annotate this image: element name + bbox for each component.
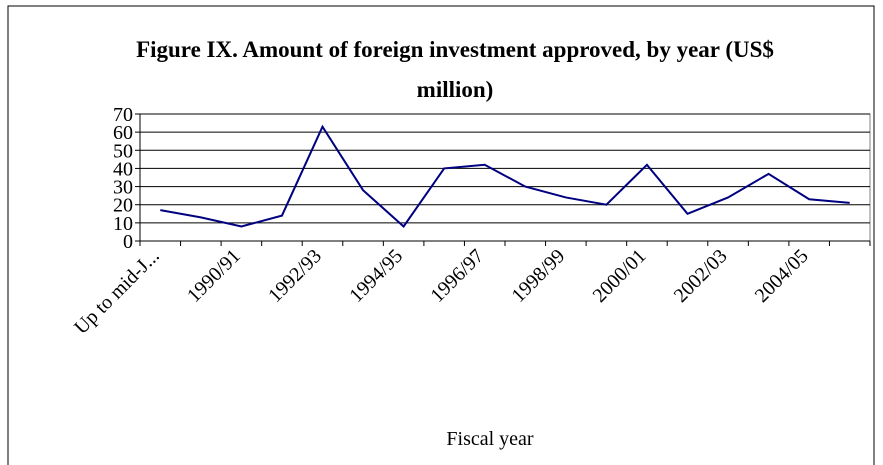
y-tick-label: 10	[113, 213, 133, 235]
y-tick-label: 20	[113, 195, 133, 217]
y-tick-label: 50	[113, 140, 133, 162]
plot-area	[139, 113, 871, 242]
y-tick-label: 30	[113, 177, 133, 199]
x-axis-title: Fiscal year	[446, 428, 534, 450]
chart-title: Figure IX. Amount of foreign investment …	[136, 37, 774, 102]
y-tick-label: 70	[113, 104, 133, 126]
y-tick-label: 0	[123, 231, 133, 253]
data-line	[160, 124, 850, 228]
y-tick-label: 60	[113, 122, 133, 144]
y-tick-label: 40	[113, 158, 133, 180]
